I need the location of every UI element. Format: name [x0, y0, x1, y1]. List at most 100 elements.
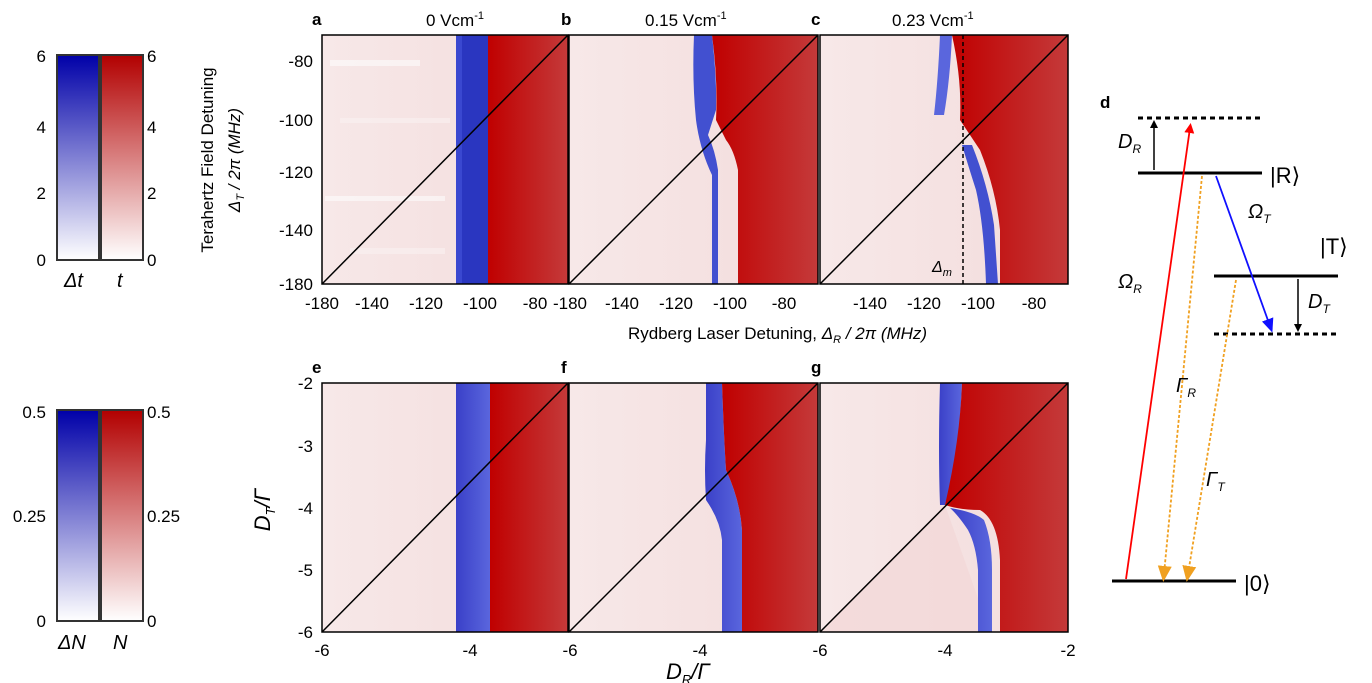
exp-ytick: -140 — [279, 221, 313, 240]
sim-xlabel: DR/Γ — [666, 659, 711, 683]
colorbar-top: 6 4 2 0 6 4 2 0 Δt t — [37, 47, 157, 292]
sim-ytick: -2 — [298, 374, 313, 393]
gamma-T-label: ΓT — [1206, 469, 1226, 494]
ket-R: |R⟩ — [1270, 163, 1300, 188]
panel-a-frame — [321, 34, 569, 285]
cb-top-label-delta-t: Δt — [63, 270, 84, 292]
colorbar-delta-t — [56, 54, 100, 261]
panel-c-red-region — [952, 35, 1068, 284]
exp-xtick: -180 — [305, 294, 339, 313]
cb-top-right-tick: 2 — [147, 184, 156, 203]
panel-b — [568, 34, 819, 285]
panel-a-diagonal — [321, 34, 569, 285]
exp-ylabel-line2: ΔT / 2π (MHz) — [225, 108, 247, 213]
cb-top-label-t: t — [117, 270, 124, 292]
exp-xtick: -100 — [713, 294, 747, 313]
sim-xtick: -6 — [562, 641, 577, 660]
panel-d-level-diagram: d |R⟩ |T⟩ |0⟩ DR DT ΩR ΩT ΓR ΓT — [1100, 93, 1348, 596]
panel-e-red-region — [490, 383, 568, 632]
colorbar-bottom: 0.5 0.25 0 0.5 0.25 0 ΔN N — [13, 403, 180, 654]
sim-xtick: -4 — [692, 641, 707, 660]
cb-bottom-right-tick: 0.5 — [147, 403, 171, 422]
panel-g — [819, 382, 1069, 633]
exp-xtick: -100 — [463, 294, 497, 313]
cb-top-right-tick: 4 — [147, 118, 156, 137]
panel-e-diagonal — [321, 382, 569, 633]
panel-c-diagonal — [819, 34, 1069, 285]
ket-T: |T⟩ — [1320, 234, 1348, 259]
panel-b-blue-band — [693, 35, 718, 284]
cb-top-left-tick: 4 — [37, 118, 46, 137]
exp-y-axis: -80 -100 -120 -140 -180 Terahertz Field … — [198, 52, 313, 294]
delta-m-label: Δm — [931, 259, 952, 279]
panel-c-frame — [819, 34, 1069, 285]
panel-e-blue-band — [456, 383, 490, 632]
panel-e — [321, 382, 569, 633]
cb-bottom-label-delta-n: ΔN — [57, 632, 86, 654]
panel-b-red-region — [712, 35, 818, 284]
exp-ytick: -100 — [279, 111, 313, 130]
panel-b-frame — [568, 34, 819, 285]
sim-ylabel: DT/Γ — [250, 487, 278, 531]
sim-xtick: -6 — [314, 641, 329, 660]
exp-ytick: -80 — [288, 52, 313, 71]
exp-xtick: -80 — [1022, 294, 1047, 313]
panel-g-frame — [819, 382, 1069, 633]
panel-letter-b: b — [561, 10, 571, 29]
panel-g-blue-band-lower — [950, 508, 992, 632]
panel-g-red-region — [945, 383, 1068, 632]
D-R-label: DR — [1118, 131, 1141, 156]
panel-g-blue-band-upper — [939, 383, 962, 505]
exp-xtick: -180 — [553, 294, 587, 313]
panel-a-blue-band-edge — [456, 35, 464, 284]
sim-y-axis: -2 -3 -4 -5 -6 DT/Γ — [250, 374, 313, 642]
colorbar-n — [100, 409, 144, 622]
panel-a-blue-band — [462, 35, 488, 284]
cb-top-left-tick: 0 — [37, 251, 46, 270]
cb-bottom-label-n: N — [113, 632, 128, 654]
panel-c-blue-band-lower — [962, 145, 998, 284]
sim-xtick: -6 — [812, 641, 827, 660]
cb-bottom-left-tick: 0 — [37, 612, 46, 631]
cb-bottom-left-tick: 0.25 — [13, 507, 46, 526]
exp-xtick: -120 — [409, 294, 443, 313]
panel-a-red-region — [488, 35, 568, 284]
gamma-R-arrow — [1157, 175, 1203, 582]
exp-xtick: -140 — [605, 294, 639, 313]
panel-f-diagonal — [568, 382, 819, 633]
cb-bottom-right-tick: 0 — [147, 612, 156, 631]
field-label-c: 0.23 Vcm-1 — [892, 10, 974, 30]
omega-T-label: ΩT — [1248, 201, 1272, 226]
panel-c: Δm — [819, 34, 1069, 285]
sim-x-axis: -6 -4 -6 -4 -6 -4 -2 DR/Γ — [314, 641, 1075, 683]
D-T-label: DT — [1308, 291, 1331, 316]
panel-letter-c: c — [811, 10, 820, 29]
gamma-R-label: ΓR — [1176, 375, 1196, 400]
exp-xtick: -140 — [355, 294, 389, 313]
exp-x-axis: -180 -140 -120 -100 -80 -180 -140 -120 -… — [305, 294, 1046, 346]
panel-f-frame — [568, 382, 819, 633]
gamma-T-arrow — [1182, 279, 1237, 582]
panel-g-shading — [820, 505, 990, 632]
panel-letter-d: d — [1100, 93, 1110, 112]
exp-ytick: -180 — [279, 275, 313, 294]
sim-ytick: -5 — [298, 561, 313, 580]
cb-bottom-left-tick: 0.5 — [22, 403, 46, 422]
panel-letter-f: f — [561, 358, 567, 377]
exp-xtick: -120 — [659, 294, 693, 313]
cb-top-right-tick: 0 — [147, 251, 156, 270]
exp-ylabel-line1: Terahertz Field Detuning — [198, 67, 217, 252]
panel-f — [568, 382, 819, 633]
field-label-a: 0 Vcm-1 — [426, 10, 484, 30]
panel-g-diagonal — [819, 382, 1069, 633]
sim-xtick: -2 — [1060, 641, 1075, 660]
ket-0: |0⟩ — [1244, 571, 1271, 596]
exp-xtick: -140 — [853, 294, 887, 313]
panel-a-noise — [325, 60, 450, 254]
panel-f-blue-band — [705, 383, 742, 632]
colorbar-delta-n — [56, 409, 100, 622]
panel-c-blue-band-upper — [934, 35, 952, 115]
sim-ytick: -3 — [298, 437, 313, 456]
cb-top-left-tick: 2 — [37, 184, 46, 203]
